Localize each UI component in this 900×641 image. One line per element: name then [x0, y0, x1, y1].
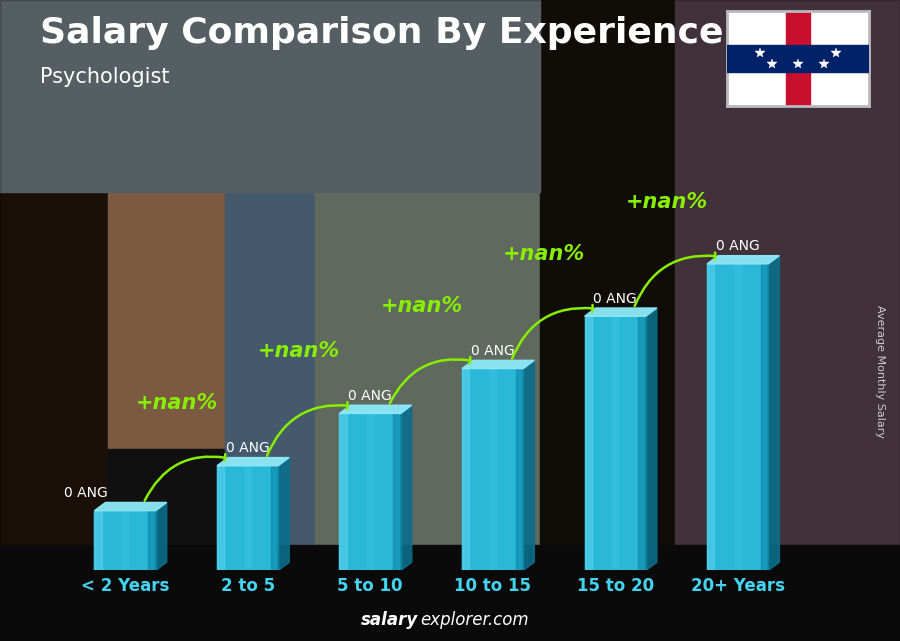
Bar	[727, 45, 869, 72]
Bar	[0, 0, 108, 641]
Bar	[108, 0, 288, 449]
Text: +nan%: +nan%	[258, 341, 340, 361]
Text: Psychologist: Psychologist	[40, 67, 170, 87]
Bar	[585, 316, 646, 570]
Bar	[0, 0, 540, 192]
Bar	[734, 264, 741, 570]
Polygon shape	[278, 458, 289, 570]
Bar	[393, 413, 400, 570]
Polygon shape	[646, 308, 657, 570]
Bar	[787, 11, 810, 106]
Text: +nan%: +nan%	[135, 394, 218, 413]
Bar	[516, 369, 523, 570]
Text: Salary Comparison By Experience: Salary Comparison By Experience	[40, 16, 724, 50]
Bar	[339, 413, 346, 570]
Text: 0 ANG: 0 ANG	[348, 389, 392, 403]
Bar	[339, 413, 400, 570]
Bar	[94, 511, 156, 570]
Bar	[675, 0, 900, 641]
Bar	[245, 466, 251, 570]
Text: +nan%: +nan%	[503, 244, 585, 264]
Bar	[217, 466, 278, 570]
Text: 0 ANG: 0 ANG	[593, 292, 637, 306]
Polygon shape	[462, 360, 535, 369]
Polygon shape	[339, 405, 412, 413]
Bar	[707, 264, 715, 570]
Text: 0 ANG: 0 ANG	[716, 239, 760, 253]
Bar	[761, 264, 769, 570]
Bar	[148, 511, 156, 570]
Bar	[367, 413, 374, 570]
Polygon shape	[707, 256, 779, 264]
Bar	[612, 316, 618, 570]
Text: +nan%: +nan%	[626, 192, 707, 212]
Bar	[638, 316, 646, 570]
Bar	[585, 316, 592, 570]
Bar	[315, 0, 630, 641]
Polygon shape	[217, 458, 289, 466]
Text: Average Monthly Salary: Average Monthly Salary	[875, 305, 886, 438]
Bar	[540, 0, 675, 641]
Polygon shape	[585, 308, 657, 316]
Bar	[122, 511, 128, 570]
Text: 0 ANG: 0 ANG	[64, 486, 108, 500]
Text: +nan%: +nan%	[381, 296, 463, 316]
Text: salary: salary	[361, 612, 419, 629]
Polygon shape	[156, 503, 166, 570]
Bar	[462, 369, 523, 570]
Text: explorer.com: explorer.com	[420, 612, 529, 629]
Bar	[707, 264, 769, 570]
Polygon shape	[94, 503, 166, 511]
Bar	[225, 32, 450, 577]
Polygon shape	[523, 360, 535, 570]
Text: 0 ANG: 0 ANG	[226, 441, 269, 455]
Polygon shape	[400, 405, 412, 570]
Bar	[271, 466, 278, 570]
Bar	[0, 545, 900, 641]
Bar	[462, 369, 470, 570]
Text: 0 ANG: 0 ANG	[471, 344, 515, 358]
Bar	[217, 466, 224, 570]
Bar	[108, 449, 288, 641]
Bar	[490, 369, 496, 570]
Polygon shape	[769, 256, 779, 570]
Bar	[94, 511, 102, 570]
